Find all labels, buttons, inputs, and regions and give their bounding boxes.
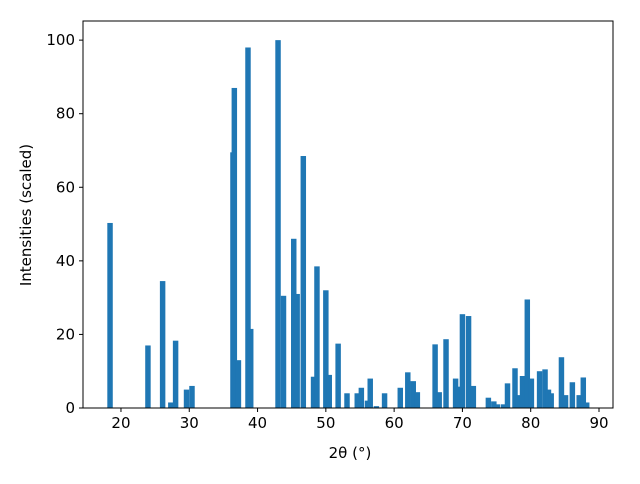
bar [524,299,531,408]
bar [189,385,195,408]
bar [515,395,522,408]
bar [569,382,576,408]
x-tick-label: 20 [111,414,130,432]
bar [247,328,254,408]
y-tick-label: 60 [56,178,75,196]
bar [443,339,449,408]
bar [354,393,360,408]
bar [414,392,421,408]
y-tick-label: 40 [56,252,75,270]
x-axis-label: 2θ (°) [329,444,372,462]
x-tick-label: 90 [589,414,608,432]
bar [536,371,543,408]
bar [367,378,373,408]
bar [465,316,472,408]
bar [459,314,466,408]
bar [300,156,307,408]
bar [231,87,238,409]
bar [235,360,242,408]
bar [364,400,371,408]
bar [381,393,388,408]
bar [335,343,341,408]
bar [455,386,462,408]
bar [323,290,329,408]
x-tick-label: 60 [385,414,404,432]
bar [436,392,442,408]
bar [583,402,590,408]
bar [548,393,554,408]
x-tick-label: 70 [453,414,472,432]
bar [326,374,332,408]
bar [500,404,507,408]
bar [576,395,582,408]
bar [280,295,287,408]
x-tick-label: 80 [521,414,540,432]
bar [159,281,166,408]
bar [183,389,190,408]
bar [294,293,300,408]
bar [542,369,548,408]
bar [314,266,320,408]
y-tick-label: 80 [56,105,75,123]
bar [245,47,251,408]
bar [528,378,535,408]
bar [558,357,565,408]
bar [397,387,404,408]
bar [405,372,411,408]
bar [470,385,477,408]
bar [485,397,492,408]
bar [512,368,518,408]
bar [291,238,297,408]
bar [358,387,365,408]
bar [494,404,500,408]
bar [562,395,569,408]
y-tick-label: 100 [46,31,75,49]
x-tick-label: 40 [248,414,267,432]
bar [373,406,380,408]
x-tick-label: 50 [316,414,335,432]
bar [145,345,151,408]
bar [410,381,416,408]
y-tick-label: 20 [56,325,75,343]
bar [172,340,179,408]
x-tick-label: 30 [180,414,199,432]
bar [491,401,497,408]
bar [519,375,526,408]
bar [310,376,317,408]
bar [107,222,113,408]
bar [504,383,511,408]
y-axis-label: Intensities (scaled) [17,144,35,286]
bar [344,393,350,408]
bar [580,377,587,408]
bar [275,40,281,409]
bar [168,402,174,408]
plot-frame [82,20,614,409]
y-tick-label: 0 [65,399,75,417]
bar [432,344,438,408]
